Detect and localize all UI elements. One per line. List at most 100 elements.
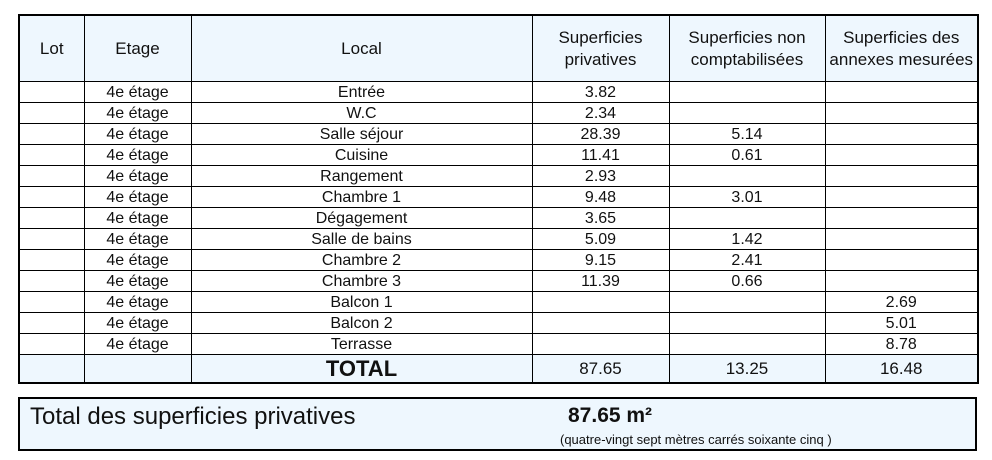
cell-etage: 4e étage bbox=[83, 270, 192, 292]
cell-local: Chambre 1 bbox=[190, 186, 533, 208]
cell-non-comptabilisees: 5.14 bbox=[668, 123, 826, 145]
cell-non-comptabilisees bbox=[668, 291, 826, 313]
cell-local: Balcon 2 bbox=[190, 312, 533, 334]
header-annexes: Superficies des annexes mesurées bbox=[824, 14, 979, 82]
cell-non-comptabilisees bbox=[668, 312, 826, 334]
cell-local: Chambre 3 bbox=[190, 270, 533, 292]
cell-lot bbox=[18, 102, 85, 124]
cell-local: Cuisine bbox=[190, 144, 533, 166]
header-privatives: Superficies privatives bbox=[531, 14, 670, 82]
cell-annexes bbox=[824, 228, 979, 250]
table-row: 4e étage Terrasse 8.78 bbox=[18, 333, 979, 355]
cell-local: Balcon 1 bbox=[190, 291, 533, 313]
cell-annexes bbox=[824, 144, 979, 166]
cell-non-comptabilisees: 0.66 bbox=[668, 270, 826, 292]
cell-local: Entrée bbox=[190, 81, 533, 103]
cell-etage: 4e étage bbox=[83, 102, 192, 124]
cell-etage: 4e étage bbox=[83, 123, 192, 145]
cell-privatives: 2.34 bbox=[531, 102, 670, 124]
cell-etage: 4e étage bbox=[83, 186, 192, 208]
cell-non-comptabilisees bbox=[668, 207, 826, 229]
cell-etage: 4e étage bbox=[83, 291, 192, 313]
cell-privatives: 9.48 bbox=[531, 186, 670, 208]
cell-non-comptabilisees bbox=[668, 333, 826, 355]
cell-non-comptabilisees: 1.42 bbox=[668, 228, 826, 250]
surface-table: Lot Etage Local Superficies privatives S… bbox=[18, 14, 979, 384]
cell-etage: 4e étage bbox=[83, 312, 192, 334]
cell-non-comptabilisees bbox=[668, 81, 826, 103]
table-row: 4e étage Chambre 3 11.39 0.66 bbox=[18, 270, 979, 292]
cell-lot bbox=[18, 291, 85, 313]
header-etage: Etage bbox=[83, 14, 192, 82]
cell-local: Dégagement bbox=[190, 207, 533, 229]
cell-local: Salle séjour bbox=[190, 123, 533, 145]
cell-annexes: 8.78 bbox=[824, 333, 979, 355]
cell-privatives: 2.93 bbox=[531, 165, 670, 187]
total-row: TOTAL 87.65 13.25 16.48 bbox=[18, 354, 979, 384]
cell-annexes bbox=[824, 165, 979, 187]
cell-lot bbox=[18, 270, 85, 292]
summary-words: (quatre-vingt sept mètres carrés soixant… bbox=[560, 432, 832, 447]
summary-value: 87.65 m² bbox=[568, 404, 653, 427]
cell-annexes bbox=[824, 249, 979, 271]
cell-lot bbox=[18, 228, 85, 250]
table-row: 4e étage Balcon 1 2.69 bbox=[18, 291, 979, 313]
cell-annexes bbox=[824, 123, 979, 145]
cell-lot bbox=[18, 312, 85, 334]
cell-privatives bbox=[531, 291, 670, 313]
cell-annexes bbox=[824, 186, 979, 208]
table-row: 4e étage Chambre 1 9.48 3.01 bbox=[18, 186, 979, 208]
total-privatives: 87.65 bbox=[531, 354, 670, 384]
table-row: 4e étage Chambre 2 9.15 2.41 bbox=[18, 249, 979, 271]
cell-local: W.C bbox=[190, 102, 533, 124]
cell-local: Terrasse bbox=[190, 333, 533, 355]
cell-privatives: 11.39 bbox=[531, 270, 670, 292]
table-row: 4e étage Rangement 2.93 bbox=[18, 165, 979, 187]
cell-annexes bbox=[824, 270, 979, 292]
cell-privatives: 3.65 bbox=[531, 207, 670, 229]
cell-privatives bbox=[531, 312, 670, 334]
cell-privatives: 9.15 bbox=[531, 249, 670, 271]
cell-etage: 4e étage bbox=[83, 333, 192, 355]
table-row: 4e étage W.C 2.34 bbox=[18, 102, 979, 124]
cell-privatives: 28.39 bbox=[531, 123, 670, 145]
total-non-comptabilisees: 13.25 bbox=[668, 354, 826, 384]
table-row: 4e étage Dégagement 3.65 bbox=[18, 207, 979, 229]
cell-non-comptabilisees: 0.61 bbox=[668, 144, 826, 166]
table-row: 4e étage Cuisine 11.41 0.61 bbox=[18, 144, 979, 166]
total-annexes: 16.48 bbox=[824, 354, 979, 384]
cell-local: Rangement bbox=[190, 165, 533, 187]
table-row: 4e étage Entrée 3.82 bbox=[18, 81, 979, 103]
summary-box: Total des superficies privatives 87.65 m… bbox=[18, 397, 977, 451]
cell-etage: 4e étage bbox=[83, 249, 192, 271]
cell-annexes bbox=[824, 207, 979, 229]
cell-lot bbox=[18, 81, 85, 103]
total-label: TOTAL bbox=[190, 354, 533, 384]
total-etage bbox=[83, 354, 192, 384]
header-non-comptabilisees: Superficies non comptabilisées bbox=[668, 14, 826, 82]
cell-annexes bbox=[824, 81, 979, 103]
table-row: 4e étage Salle séjour 28.39 5.14 bbox=[18, 123, 979, 145]
cell-lot bbox=[18, 207, 85, 229]
cell-non-comptabilisees bbox=[668, 165, 826, 187]
cell-privatives: 11.41 bbox=[531, 144, 670, 166]
cell-non-comptabilisees bbox=[668, 102, 826, 124]
cell-lot bbox=[18, 165, 85, 187]
cell-non-comptabilisees: 2.41 bbox=[668, 249, 826, 271]
cell-etage: 4e étage bbox=[83, 81, 192, 103]
cell-etage: 4e étage bbox=[83, 207, 192, 229]
cell-lot bbox=[18, 333, 85, 355]
cell-annexes bbox=[824, 102, 979, 124]
total-lot bbox=[18, 354, 85, 384]
cell-etage: 4e étage bbox=[83, 144, 192, 166]
cell-annexes: 5.01 bbox=[824, 312, 979, 334]
summary-label: Total des superficies privatives bbox=[30, 403, 356, 430]
cell-local: Chambre 2 bbox=[190, 249, 533, 271]
cell-lot bbox=[18, 123, 85, 145]
header-local: Local bbox=[190, 14, 533, 82]
table-row: 4e étage Salle de bains 5.09 1.42 bbox=[18, 228, 979, 250]
header-row: Lot Etage Local Superficies privatives S… bbox=[18, 14, 979, 82]
cell-non-comptabilisees: 3.01 bbox=[668, 186, 826, 208]
cell-local: Salle de bains bbox=[190, 228, 533, 250]
cell-etage: 4e étage bbox=[83, 165, 192, 187]
